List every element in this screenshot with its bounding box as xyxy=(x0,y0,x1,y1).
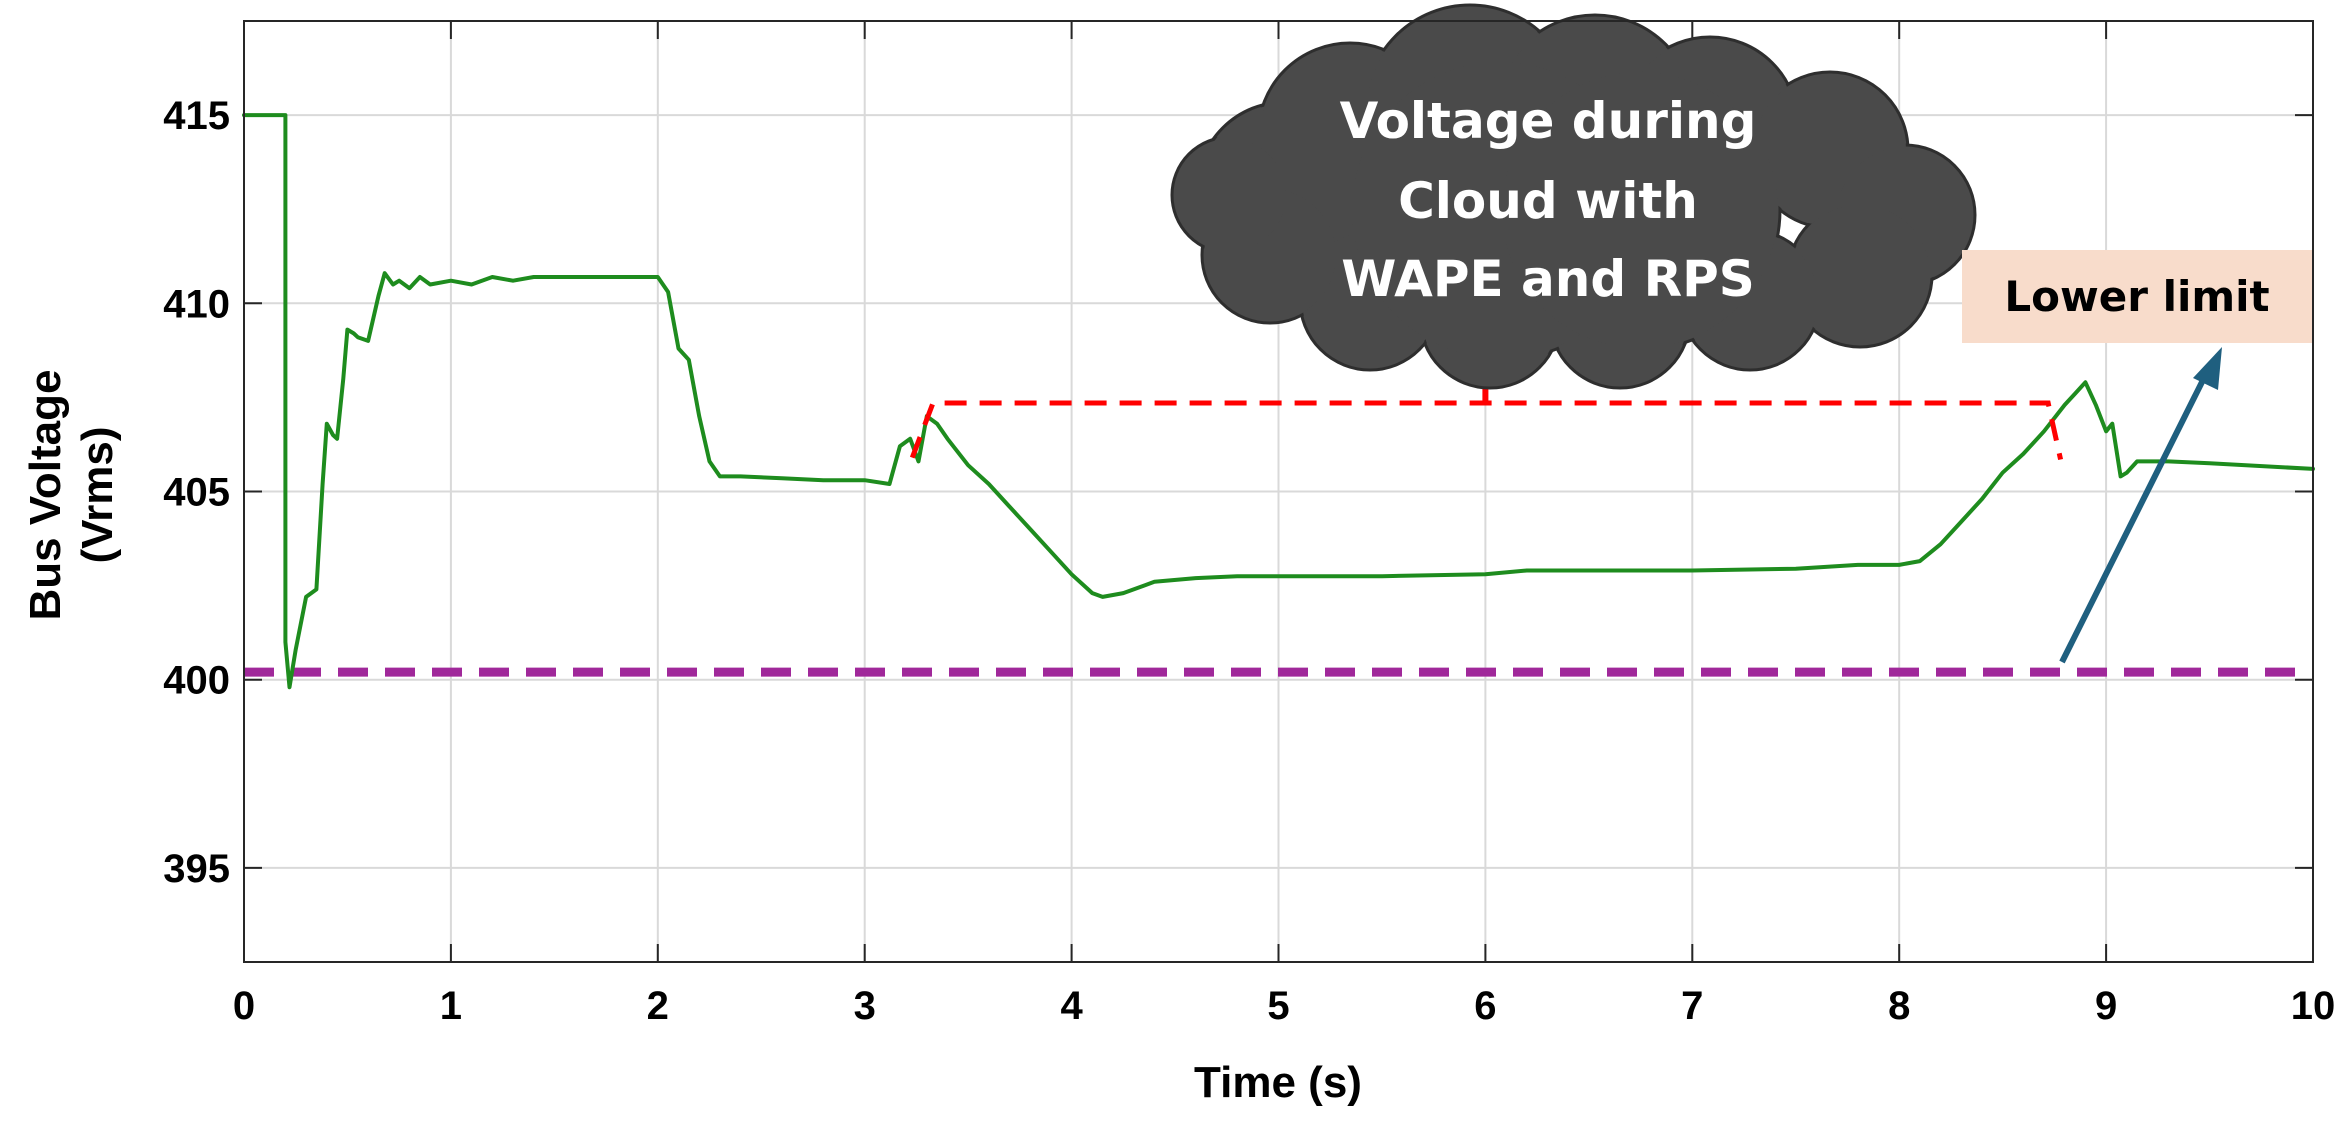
y-axis-label-line-2: (Vrms) xyxy=(73,427,122,564)
x-axis-label: Time (s) xyxy=(1194,1058,1362,1107)
lower-limit-arrowhead xyxy=(2193,347,2222,390)
lower-limit-arrow xyxy=(2059,368,2211,664)
y-tick-label: 415 xyxy=(163,94,230,138)
x-tick-label: 7 xyxy=(1681,984,1703,1028)
cloud-callout: Voltage during Cloud with WAPE and RPS xyxy=(1170,3,1977,390)
x-tick-label: 10 xyxy=(2291,984,2336,1028)
cloud-period-bracket xyxy=(909,400,2064,461)
y-tick-label: 395 xyxy=(163,847,230,891)
y-tick-label: 400 xyxy=(163,659,230,703)
y-tick-labels: 395 400 405 410 415 xyxy=(163,94,230,891)
x-tick-label: 8 xyxy=(1888,984,1910,1028)
x-tick-label: 5 xyxy=(1267,984,1289,1028)
y-tick-label: 405 xyxy=(163,471,230,515)
y-axis-label-line-1: Bus Voltage xyxy=(21,369,70,620)
x-tick-labels: 0 1 2 3 4 5 6 7 8 9 10 xyxy=(233,984,2335,1028)
lower-limit-box xyxy=(1962,250,2312,343)
cloud-fill xyxy=(1174,139,1286,251)
x-tick-label: 6 xyxy=(1474,984,1496,1028)
x-tick-label: 9 xyxy=(2095,984,2117,1028)
cloud-text-line: WAPE and RPS xyxy=(1341,250,1755,308)
x-tick-label: 2 xyxy=(647,984,669,1028)
cloud-fill xyxy=(1502,72,1778,348)
x-tick-label: 0 xyxy=(233,984,255,1028)
plot-border xyxy=(243,20,2314,963)
cloud-fill xyxy=(1790,205,1930,345)
lower-limit-label: Lower limit xyxy=(2004,272,2269,321)
annotation-layer: Voltage during Cloud with WAPE and RPS Lowe… xyxy=(909,3,2312,664)
cloud-text-line: Cloud with xyxy=(1398,172,1698,230)
y-axis-label: Bus Voltage (Vrms) xyxy=(21,369,122,620)
x-tick-label: 1 xyxy=(440,984,462,1028)
y-tick-label: 410 xyxy=(163,282,230,326)
x-tick-label: 3 xyxy=(854,984,876,1028)
cloud-text-line: Voltage during xyxy=(1340,92,1757,150)
x-tick-label: 4 xyxy=(1060,984,1083,1028)
lower-limit-callout: Lower limit xyxy=(1962,250,2312,343)
